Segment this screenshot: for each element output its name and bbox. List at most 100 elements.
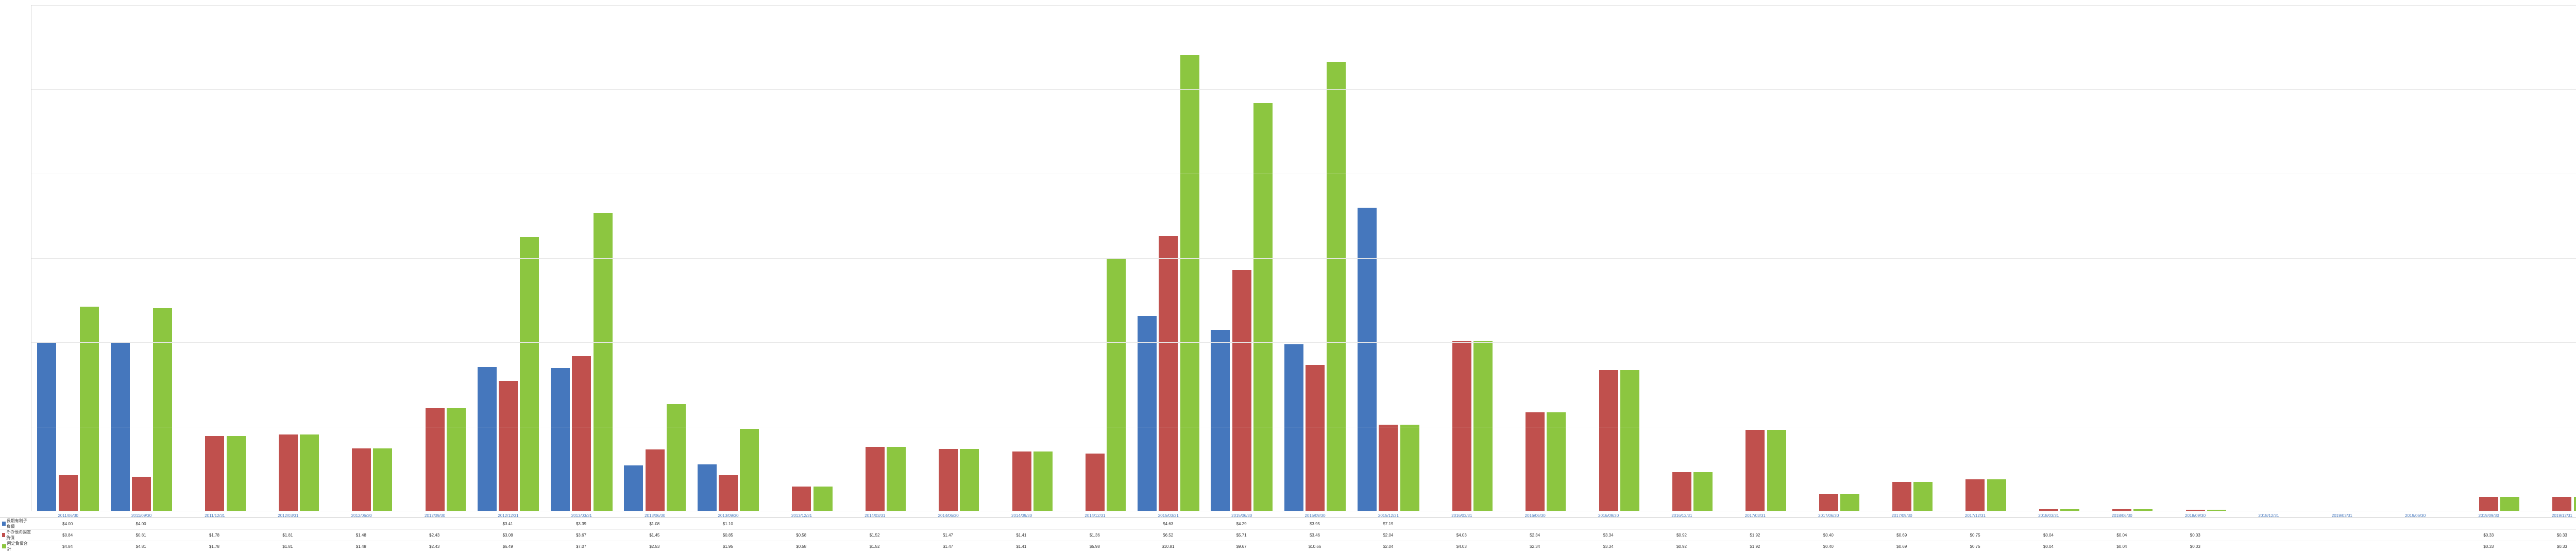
bar [1672,472,1691,511]
table-cell: $1.08 [618,518,691,529]
table-cell: $3.08 [471,529,544,541]
table-cell: $1.81 [251,529,324,541]
bar [2500,497,2519,511]
bar [2552,497,2571,511]
bar [1892,482,1911,511]
table-cell [2305,529,2378,541]
bar [1138,316,1157,511]
table-cell [2379,529,2452,541]
bar [373,448,392,511]
table-cell: $0.33 [2526,541,2576,552]
table-cell: $4.81 [104,541,177,552]
bar [1599,370,1618,511]
bar [1232,270,1251,511]
bar [520,237,539,511]
table-cell: $0.81 [104,529,177,541]
row-label: その他の固定負債 [0,529,31,541]
legend-swatch [2,522,6,526]
bar [1180,55,1199,511]
gridline [31,342,2576,343]
table-cell [2159,518,2232,529]
legend-swatch [2,533,5,537]
table-cell: $4.03 [1425,529,1498,541]
row-label-text: 固定負債合計 [7,541,31,552]
table-cell: $5.98 [1058,541,1131,552]
table-cell [1498,518,1571,529]
bar [2574,497,2576,511]
bar [1253,103,1273,511]
bar [300,434,319,511]
table-cell: $0.03 [2159,529,2232,541]
table-row: 固定負債合計$4.84$4.81$1.78$1.81$1.48$2.43$6.4… [0,541,2576,552]
table-cell: $0.03 [2159,541,2232,552]
table-cell [2526,518,2576,529]
bar [1400,425,1419,511]
bar [447,408,466,511]
bar [887,447,906,511]
table-cell [2232,518,2305,529]
table-cell: $0.04 [2012,529,2085,541]
table-cell: $0.58 [765,541,838,552]
table-cell: $0.40 [1792,529,1865,541]
bar [792,487,811,511]
table-cell: $0.84 [31,529,104,541]
table-cell: $1.36 [1058,529,1131,541]
table-cell [1058,518,1131,529]
bar [1327,62,1346,511]
row-label-text: 長期有利子負債 [7,518,31,529]
table-cell: $4.84 [31,541,104,552]
table-cell [325,518,398,529]
bar [1358,208,1377,511]
table-cell: $1.95 [691,541,765,552]
table-cell: $4.00 [31,518,104,529]
table-cell: $4.63 [1131,518,1205,529]
table-cell: $0.04 [2012,541,2085,552]
table-cell [2232,529,2305,541]
table-cell: $7.07 [545,541,618,552]
table-cell: $1.52 [838,541,911,552]
gridline [31,258,2576,259]
bar [1840,494,1859,511]
table-cell: $0.69 [1865,541,1938,552]
table-cell [765,518,838,529]
bar [1107,259,1126,511]
table-cell: $0.75 [1938,529,2011,541]
bar [1379,425,1398,511]
plot-area: 2011/06/302011/09/302011/12/312012/03/31… [31,5,2576,511]
bar [1012,451,1031,511]
table-cell [2305,541,2378,552]
table-cell: $0.33 [2452,529,2525,541]
table-cell [2379,518,2452,529]
table-cell: $1.47 [911,541,985,552]
table-cell [251,518,324,529]
bar [646,449,665,511]
bar [1211,330,1230,511]
table-cell: $1.45 [618,529,691,541]
bar [572,356,591,511]
table-cell: $2.43 [398,529,471,541]
table-cell: $3.67 [545,529,618,541]
table-cell: $2.34 [1498,529,1571,541]
table-cell: $2.04 [1351,541,1425,552]
bar [80,307,99,511]
table-cell: $1.41 [985,541,1058,552]
table-cell: $0.04 [2085,541,2158,552]
table-cell: $10.81 [1131,541,1205,552]
bar [960,449,979,511]
gridline [31,5,2576,6]
table-cell [1425,518,1498,529]
table-cell [1645,518,1718,529]
table-cell: $4.29 [1205,518,1278,529]
table-cell: $0.85 [691,529,765,541]
table-cell [838,518,911,529]
table-cell: $2.04 [1351,529,1425,541]
bar [227,436,246,511]
gridline [31,89,2576,90]
table-cell: $6.49 [471,541,544,552]
bar [279,434,298,511]
row-label: 長期有利子負債 [0,518,31,529]
bar [1745,430,1765,511]
bar [1819,494,1838,511]
table-cell: $3.46 [1278,529,1351,541]
table-cell [1571,518,1645,529]
